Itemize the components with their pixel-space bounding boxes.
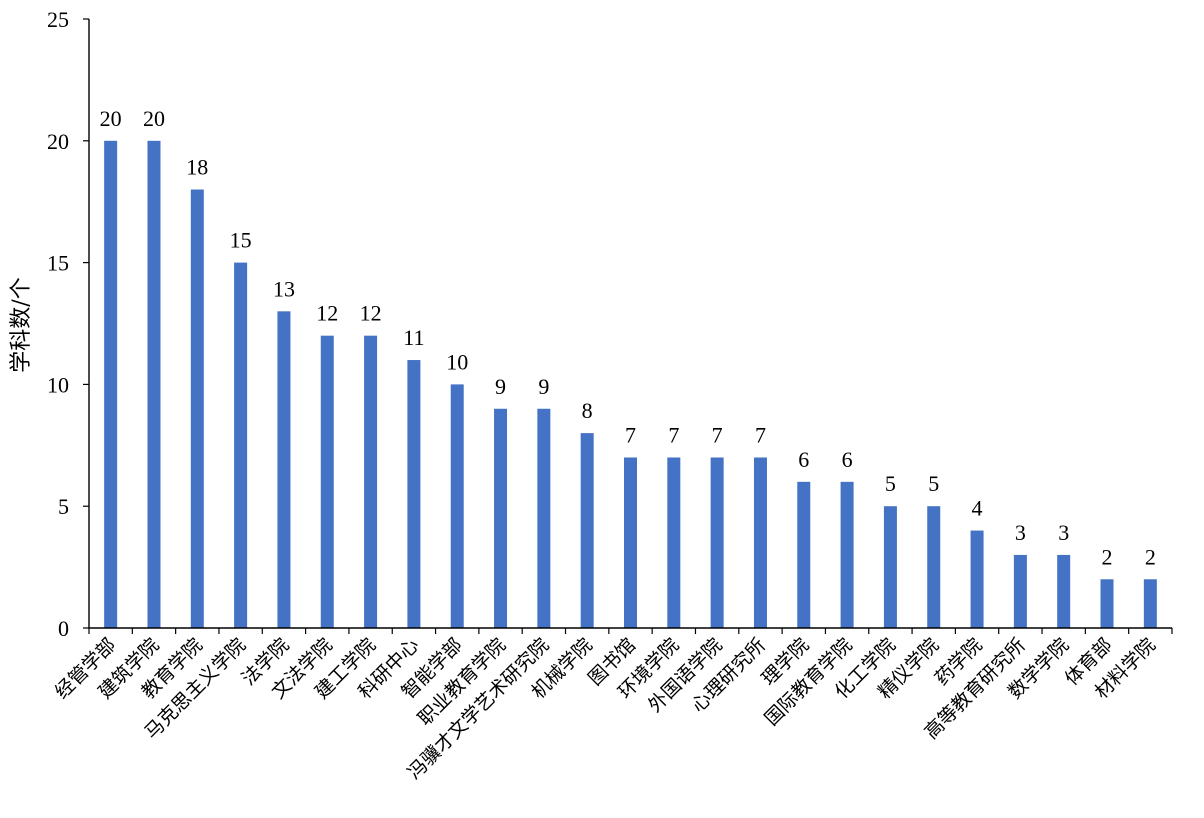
data-labels: 20 20 18 15 13 12 12 11 10 9 9 8 7 7 7 7 6 6 5 5 4 3 3 2 2 [100,106,1156,569]
data-label: 6 [798,447,809,472]
bar [147,140,161,629]
data-label: 2 [1145,544,1156,569]
data-label: 20 [100,106,122,131]
data-label: 7 [625,422,636,447]
y-axis: 0 5 10 15 20 25 [47,7,90,641]
bar [364,335,378,628]
bar [104,140,118,629]
y-tick-label: 5 [58,494,69,519]
bar [320,335,334,628]
data-label: 7 [755,422,766,447]
data-label: 11 [403,325,424,350]
bar [1143,579,1157,628]
bar [1100,579,1114,628]
bar [624,457,637,628]
data-label: 15 [230,228,252,253]
bar [537,408,551,628]
bar [710,457,724,628]
bar [494,408,508,628]
y-tick-label: 0 [58,616,69,641]
bar [883,506,897,628]
data-label: 10 [446,349,468,374]
bar [970,530,984,628]
bar [1057,554,1071,628]
data-label: 9 [495,374,506,399]
data-label: 8 [582,398,593,423]
data-label: 6 [842,447,853,472]
y-tick-label: 10 [47,372,69,397]
data-label: 20 [143,106,165,131]
data-label: 3 [1058,520,1069,545]
bar [840,481,854,628]
bar [234,262,248,628]
bar [1013,554,1027,628]
data-label: 7 [712,422,723,447]
data-label: 13 [273,276,295,301]
data-label: 5 [885,471,896,496]
data-label: 7 [668,422,679,447]
bar [667,457,681,628]
y-tick-label: 20 [47,129,69,154]
bar [927,506,941,628]
data-label: 12 [316,301,338,326]
x-axis: 经管学部建筑学院教育学院马克思主义学院法学院文法学院建工学院科研中心智能学部职业… [51,627,1173,784]
data-label: 9 [538,374,549,399]
y-axis-title: 学科数/个 [9,277,34,372]
y-tick-label: 25 [47,7,69,32]
bar [450,384,464,628]
bar [190,189,204,628]
y-tick-label: 15 [47,251,69,276]
bar [753,457,767,628]
bar [277,311,291,628]
data-label: 12 [360,301,382,326]
bars [104,140,1157,629]
bar [407,360,421,628]
bar [797,481,811,628]
data-label: 18 [186,155,208,180]
bar [580,433,594,628]
data-label: 5 [928,471,939,496]
data-label: 4 [972,496,983,521]
data-label: 3 [1015,520,1026,545]
data-label: 2 [1102,544,1113,569]
